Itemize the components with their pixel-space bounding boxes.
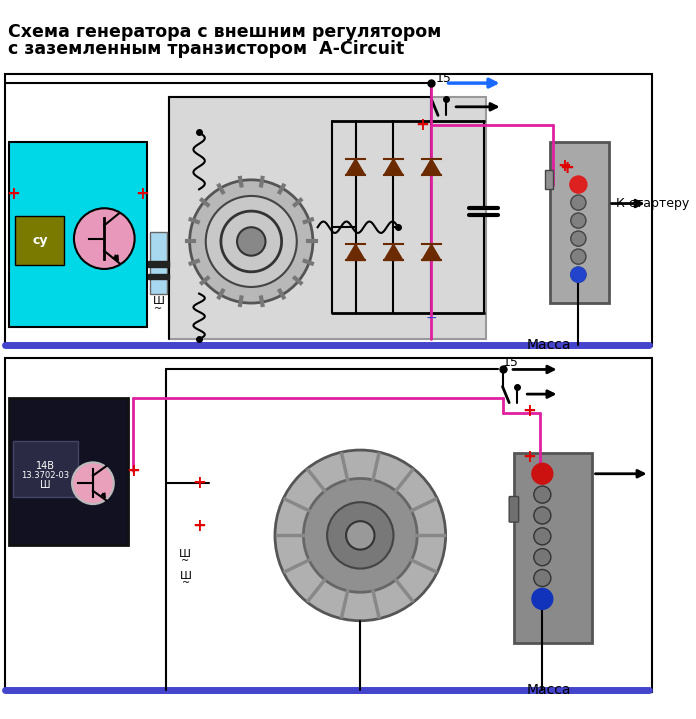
Circle shape xyxy=(303,478,417,592)
Text: ~: ~ xyxy=(182,578,190,588)
Bar xyxy=(148,274,168,280)
Bar xyxy=(13,441,78,498)
Text: Ш: Ш xyxy=(40,480,51,490)
Text: Масса: Масса xyxy=(526,683,571,697)
Text: +: + xyxy=(126,462,140,480)
Bar xyxy=(5,358,652,692)
Bar xyxy=(514,453,592,643)
Text: 15: 15 xyxy=(503,357,519,370)
Text: +: + xyxy=(522,402,536,420)
Text: −: − xyxy=(425,311,437,325)
Polygon shape xyxy=(422,244,441,260)
Circle shape xyxy=(534,528,551,545)
Circle shape xyxy=(327,502,393,569)
Bar xyxy=(550,142,609,303)
Text: су: су xyxy=(32,234,47,247)
Text: +: + xyxy=(560,160,574,178)
Text: 13.3702-03: 13.3702-03 xyxy=(22,471,70,480)
Circle shape xyxy=(534,549,551,566)
Polygon shape xyxy=(346,244,365,260)
Circle shape xyxy=(571,267,586,283)
Circle shape xyxy=(74,209,134,269)
Text: +: + xyxy=(415,116,429,134)
Bar xyxy=(10,142,147,327)
Text: Ш: Ш xyxy=(179,549,191,559)
Circle shape xyxy=(206,196,296,287)
Circle shape xyxy=(189,180,313,303)
Polygon shape xyxy=(384,244,403,260)
Circle shape xyxy=(346,521,374,549)
Text: Масса: Масса xyxy=(526,338,571,352)
Circle shape xyxy=(571,177,586,192)
Circle shape xyxy=(237,227,265,256)
Circle shape xyxy=(534,590,551,608)
Text: Ш: Ш xyxy=(152,296,164,306)
Circle shape xyxy=(534,486,551,503)
Text: с заземленным транзистором  A-Circuit: с заземленным транзистором A-Circuit xyxy=(8,40,404,58)
Bar xyxy=(545,170,553,189)
Bar xyxy=(10,398,128,545)
Text: +: + xyxy=(135,185,149,203)
Text: +: + xyxy=(522,448,536,466)
Circle shape xyxy=(72,462,113,504)
Bar xyxy=(5,73,652,346)
Circle shape xyxy=(571,213,586,228)
Text: +: + xyxy=(192,475,206,493)
Text: ~: ~ xyxy=(155,303,162,313)
Text: ~: ~ xyxy=(181,556,189,566)
Text: 14В: 14В xyxy=(36,461,55,471)
Text: К стартеру: К стартеру xyxy=(616,197,690,210)
Circle shape xyxy=(275,450,445,620)
Text: +: + xyxy=(192,517,206,535)
FancyBboxPatch shape xyxy=(509,497,519,522)
Bar xyxy=(168,97,487,339)
Circle shape xyxy=(571,195,586,210)
Circle shape xyxy=(571,231,586,246)
Text: Ш: Ш xyxy=(180,571,192,581)
Text: +: + xyxy=(6,185,20,203)
Polygon shape xyxy=(422,159,441,175)
Circle shape xyxy=(570,176,587,193)
Circle shape xyxy=(571,249,586,264)
Bar xyxy=(150,232,167,293)
Polygon shape xyxy=(346,159,365,175)
Text: 15: 15 xyxy=(436,72,452,85)
Circle shape xyxy=(534,507,551,524)
Circle shape xyxy=(532,588,553,609)
Polygon shape xyxy=(384,159,403,175)
Circle shape xyxy=(532,463,553,484)
Bar xyxy=(15,216,65,265)
Circle shape xyxy=(534,569,551,587)
Bar xyxy=(148,262,168,267)
Circle shape xyxy=(571,267,586,283)
Circle shape xyxy=(534,465,551,482)
Text: +: + xyxy=(557,157,571,175)
Text: Схема генератора с внешним регулятором: Схема генератора с внешним регулятором xyxy=(8,24,441,42)
